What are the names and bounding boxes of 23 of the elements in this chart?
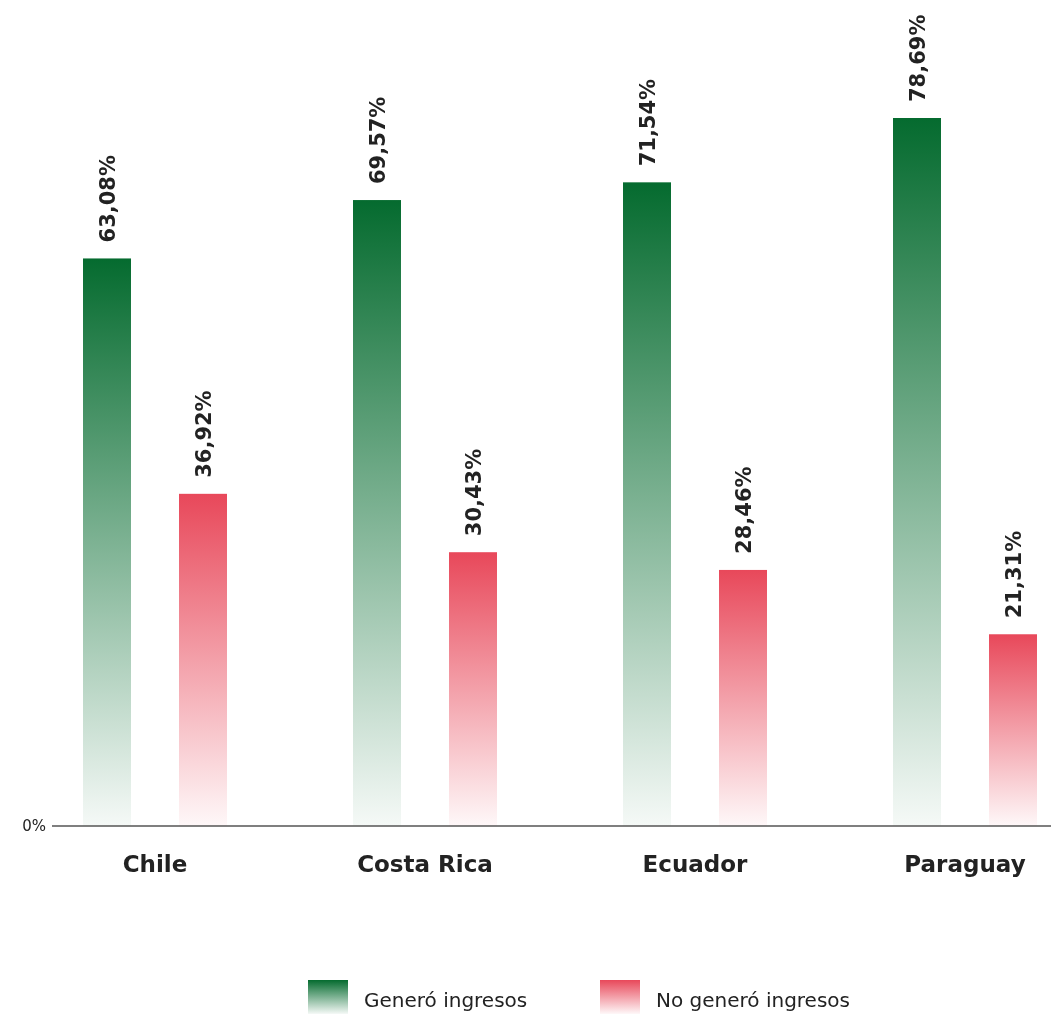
data-label: 28,46% <box>732 466 756 554</box>
bar <box>83 258 131 826</box>
data-label: 36,92% <box>192 390 216 478</box>
data-label: 63,08% <box>96 154 120 243</box>
data-label: 78,69% <box>906 14 930 102</box>
data-label: 21,31% <box>1002 530 1026 619</box>
x-tick-label: Chile <box>122 851 188 878</box>
bar <box>623 182 671 826</box>
data-label: 69,57% <box>366 96 390 185</box>
legend-label: No generó ingresos <box>656 988 851 1012</box>
legend-label: Generó ingresos <box>364 988 528 1012</box>
bar <box>179 493 227 826</box>
bar <box>989 634 1037 826</box>
x-tick-label: Paraguay <box>904 851 1026 878</box>
bar <box>353 200 401 826</box>
bar <box>719 569 767 826</box>
text: 0% <box>22 817 46 835</box>
bar <box>893 118 941 826</box>
x-tick-label: Ecuador <box>642 851 749 878</box>
data-label: 71,54% <box>636 78 660 167</box>
data-label: 30,43% <box>462 448 486 537</box>
x-tick-label: Costa Rica <box>357 851 493 878</box>
bar <box>449 552 497 826</box>
